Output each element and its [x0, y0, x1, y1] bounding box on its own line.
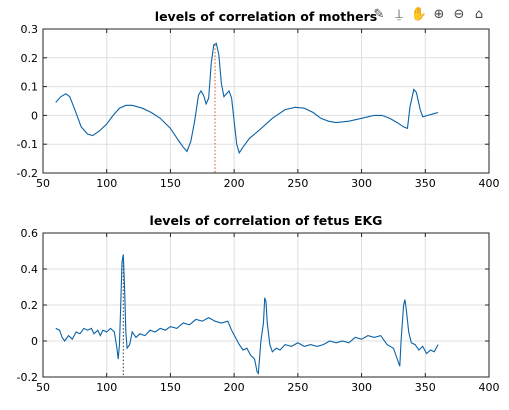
x-tick-label: 200: [224, 381, 245, 394]
y-tick-label: 0.4: [21, 263, 39, 276]
x-tick-label: 400: [479, 381, 500, 394]
x-tick-label: 50: [36, 381, 50, 394]
y-tick-label: 0: [31, 109, 38, 122]
y-tick-label: 0.3: [21, 23, 39, 36]
series-line-0[interactable]: [55, 42, 439, 155]
x-tick-label: 300: [351, 177, 372, 190]
x-tick-label: 350: [415, 381, 436, 394]
x-tick-label: 150: [160, 381, 181, 394]
axes-mothers-correlation[interactable]: 50 100 150 200 250 300 350 400 -0.2 -0.1 0 0.1 0.2 0.…: [17, 9, 500, 190]
y-tick-label: -0.2: [17, 167, 38, 180]
plot-area: [43, 29, 489, 173]
zoom-out-icon[interactable]: ⊖: [453, 6, 465, 22]
x-tick-label: 400: [479, 177, 500, 190]
axes-fetus-correlation[interactable]: 50 100 150 200 250 300 350 400 -0.2 0 0.2 0.4 0.6 lev…: [17, 213, 500, 394]
chart-title: levels of correlation of fetus EKG: [150, 213, 383, 228]
brush-icon[interactable]: ✎: [373, 6, 385, 22]
zoom-in-icon[interactable]: ⊕: [433, 6, 445, 22]
x-tick-label: 300: [351, 381, 372, 394]
x-tick-label: 100: [96, 381, 117, 394]
x-tick-label: 350: [415, 177, 436, 190]
pan-hand-icon[interactable]: ✋: [410, 6, 428, 22]
axes-frame: [42, 28, 490, 174]
series-line-0[interactable]: [55, 254, 439, 375]
chart-title: levels of correlation of mothers: [155, 9, 377, 24]
y-tick-label: 0.6: [21, 227, 39, 240]
data-tip-icon[interactable]: ⍊: [395, 6, 403, 22]
x-tick-label: 50: [36, 177, 50, 190]
x-tick-label: 200: [224, 177, 245, 190]
axes-toolbar: ✎ ⍊ ✋ ⊕ ⊖ ⌂: [370, 5, 488, 25]
y-tick-label: 0.1: [21, 81, 39, 94]
y-tick-label: 0.2: [21, 299, 39, 312]
y-tick-label: -0.1: [17, 138, 38, 151]
x-tick-label: 150: [160, 177, 181, 190]
x-tick-label: 250: [287, 381, 308, 394]
x-tick-label: 250: [287, 177, 308, 190]
y-tick-label: 0.2: [21, 52, 39, 65]
y-tick-label: -0.2: [17, 371, 38, 384]
x-tick-label: 100: [96, 177, 117, 190]
home-icon[interactable]: ⌂: [474, 6, 484, 22]
y-tick-label: 0: [31, 335, 38, 348]
